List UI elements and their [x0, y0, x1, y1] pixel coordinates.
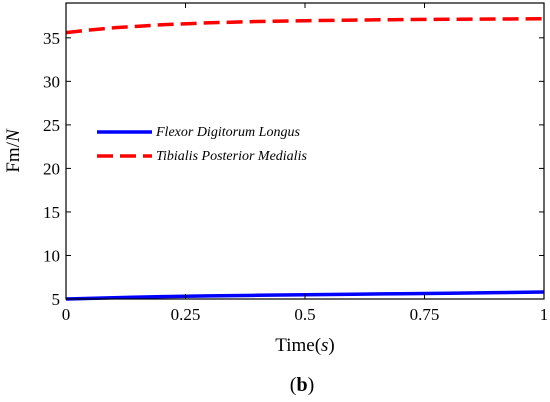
- panel-label-letter: b: [296, 374, 307, 396]
- y-tick-label: 20: [43, 159, 60, 178]
- y-tick-label: 10: [43, 246, 60, 265]
- x-axis-label-open: (: [315, 335, 321, 356]
- x-tick-label: 0: [62, 305, 71, 324]
- x-tick-label: 0.5: [294, 305, 315, 324]
- x-axis-label-unit: s: [321, 335, 328, 356]
- y-axis-label-unit: N: [3, 128, 24, 143]
- y-tick-label: 35: [43, 29, 60, 48]
- y-tick-label: 15: [43, 203, 60, 222]
- panel-label-open: (: [290, 374, 297, 396]
- panel-label: (b): [290, 374, 314, 396]
- x-axis-label-close: ): [328, 335, 334, 356]
- x-tick-label: 0.75: [410, 305, 440, 324]
- y-tick-label: 5: [52, 290, 61, 309]
- legend: Flexor Digitorum Longus Tibialis Posterio…: [97, 125, 307, 164]
- legend-label-flexor-digitorum-longus: Flexor Digitorum Longus: [155, 125, 300, 140]
- legend-label-tibialis-posterior-medialis: Tibialis Posterior Medialis: [156, 149, 307, 164]
- y-tick-label: 25: [43, 116, 60, 135]
- x-tick-label: 0.25: [171, 305, 201, 324]
- panel-label-close: ): [308, 374, 315, 396]
- x-axis-label-text: Time: [275, 335, 314, 356]
- y-tick-label: 30: [43, 72, 60, 91]
- x-tick-label: 1: [540, 305, 549, 324]
- series-line-tibialis-posterior-medialis: [65, 17, 545, 35]
- y-axis-label: Fm/N: [3, 128, 24, 173]
- y-axis-label-text: Fm/: [3, 141, 24, 172]
- x-axis-label: Time(s): [275, 335, 335, 356]
